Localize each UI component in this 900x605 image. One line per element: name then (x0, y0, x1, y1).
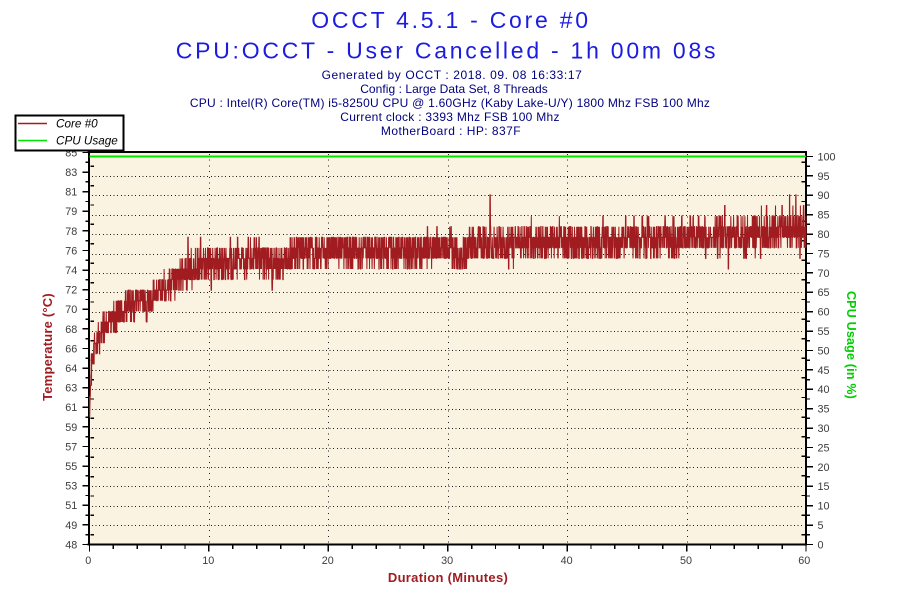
svg-text:30: 30 (818, 423, 830, 435)
svg-text:64: 64 (65, 363, 77, 375)
svg-text:50: 50 (680, 555, 692, 567)
svg-text:51: 51 (65, 500, 77, 512)
svg-text:Core #0: Core #0 (56, 118, 98, 131)
svg-text:49: 49 (65, 520, 77, 532)
svg-text:63: 63 (65, 383, 77, 395)
svg-text:10: 10 (202, 555, 214, 567)
svg-text:48: 48 (65, 539, 77, 551)
svg-text:Generated by OCCT : 2018. 09.: Generated by OCCT : 2018. 09. 08 16:33:1… (322, 68, 583, 82)
svg-text:95: 95 (818, 171, 830, 183)
svg-text:Duration (Minutes): Duration (Minutes) (388, 570, 508, 585)
svg-text:CPU:OCCT - User Cancelled - 1h: CPU:OCCT - User Cancelled - 1h 00m 08s (176, 38, 719, 64)
svg-text:60: 60 (818, 307, 830, 319)
svg-text:60: 60 (798, 555, 810, 567)
svg-text:15: 15 (818, 481, 830, 493)
svg-text:CPU : Intel(R) Core(TM) i5-825: CPU : Intel(R) Core(TM) i5-8250U CPU @ 1… (190, 96, 710, 110)
svg-text:90: 90 (818, 190, 830, 202)
svg-text:MotherBoard : HP: 837F: MotherBoard : HP: 837F (381, 124, 521, 138)
svg-text:76: 76 (65, 245, 77, 257)
svg-text:53: 53 (65, 481, 77, 493)
svg-text:10: 10 (818, 501, 830, 513)
svg-text:35: 35 (818, 404, 830, 416)
svg-text:OCCT 4.5.1 - Core #0: OCCT 4.5.1 - Core #0 (311, 7, 591, 33)
svg-text:20: 20 (322, 555, 334, 567)
svg-text:79: 79 (65, 206, 77, 218)
svg-text:0: 0 (818, 539, 824, 551)
svg-text:66: 66 (65, 343, 77, 355)
svg-text:74: 74 (65, 265, 77, 277)
svg-text:Current clock : 3393 Mhz FSB 1: Current clock : 3393 Mhz FSB 100 Mhz (340, 110, 560, 124)
svg-text:70: 70 (818, 268, 830, 280)
svg-text:75: 75 (818, 248, 830, 260)
svg-text:Config : Large Data Set, 8 Thr: Config : Large Data Set, 8 Threads (360, 82, 548, 96)
svg-text:CPU Usage: CPU Usage (56, 135, 118, 148)
svg-text:78: 78 (65, 226, 77, 238)
svg-text:25: 25 (818, 442, 830, 454)
svg-text:50: 50 (818, 345, 830, 357)
svg-text:5: 5 (818, 520, 824, 532)
svg-text:85: 85 (818, 210, 830, 222)
svg-text:68: 68 (65, 324, 77, 336)
svg-text:40: 40 (561, 555, 573, 567)
svg-text:80: 80 (818, 229, 830, 241)
svg-text:55: 55 (65, 461, 77, 473)
svg-text:72: 72 (65, 285, 77, 297)
svg-text:59: 59 (65, 422, 77, 434)
svg-text:20: 20 (818, 462, 830, 474)
svg-text:CPU Usage (in %): CPU Usage (in %) (844, 291, 858, 399)
svg-text:0: 0 (85, 555, 91, 567)
svg-text:70: 70 (65, 304, 77, 316)
svg-text:30: 30 (441, 555, 453, 567)
svg-text:55: 55 (818, 326, 830, 338)
svg-text:Temperature (°C): Temperature (°C) (40, 293, 55, 401)
svg-text:83: 83 (65, 167, 77, 179)
svg-text:45: 45 (818, 365, 830, 377)
svg-text:40: 40 (818, 384, 830, 396)
svg-text:65: 65 (818, 287, 830, 299)
svg-text:81: 81 (65, 187, 77, 199)
svg-text:61: 61 (65, 402, 77, 414)
svg-text:100: 100 (818, 151, 836, 163)
svg-text:57: 57 (65, 441, 77, 453)
